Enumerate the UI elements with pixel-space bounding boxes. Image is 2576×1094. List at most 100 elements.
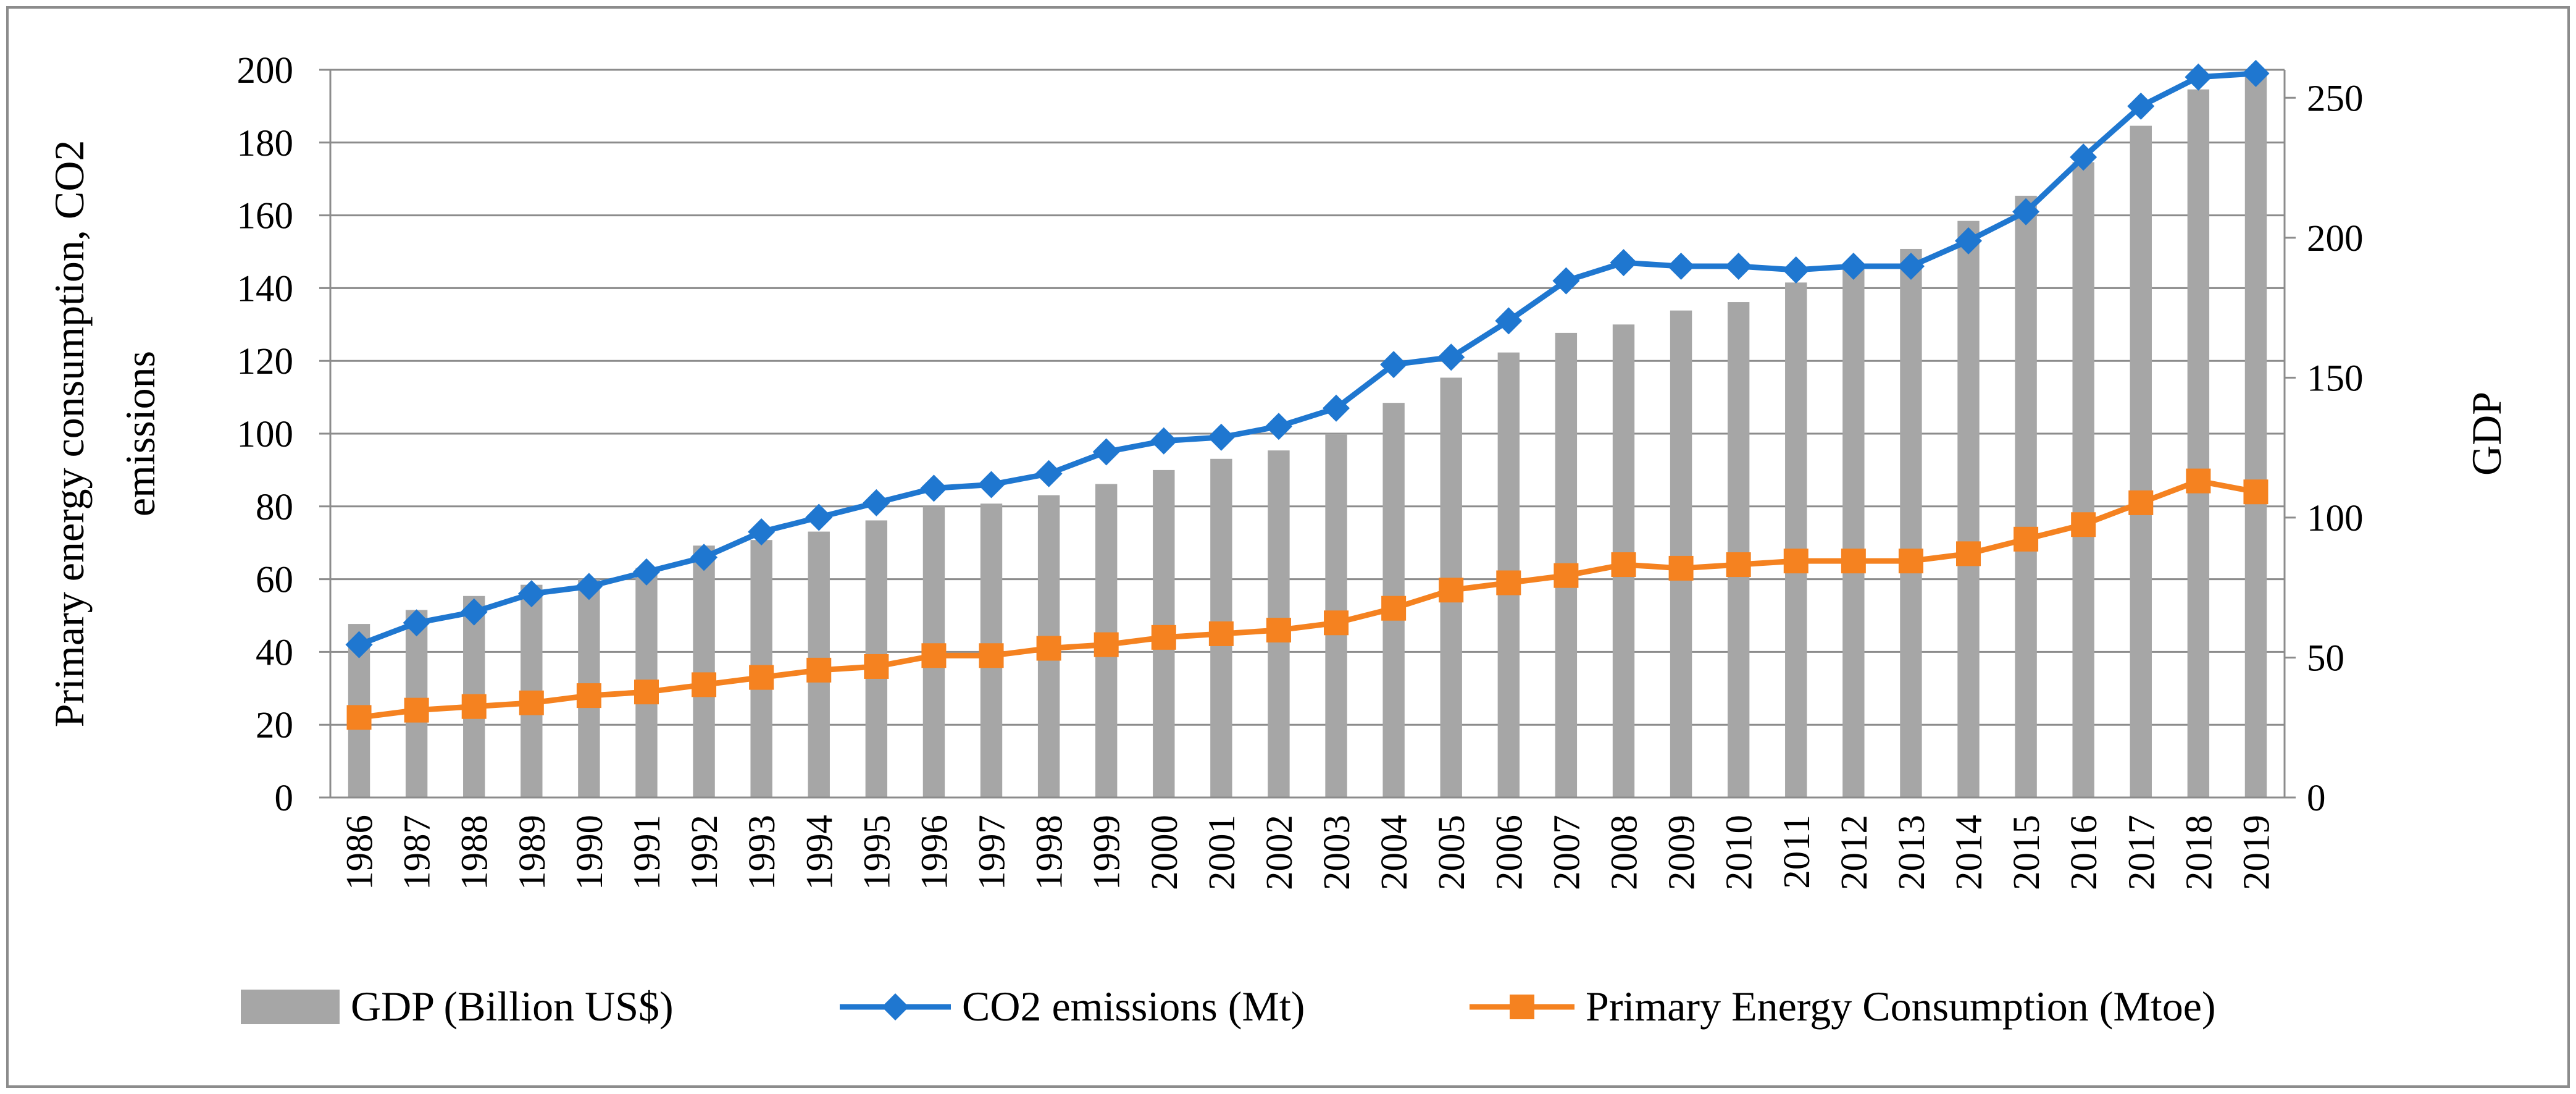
co2-point (1610, 249, 1637, 277)
energy-point (2128, 490, 2154, 515)
co2-point (2070, 143, 2097, 171)
co2-point (1265, 413, 1292, 440)
tick-labels: 0204060801001201401601802000501001502002… (237, 50, 2364, 890)
energy-point (1381, 595, 1407, 621)
co2-line (358, 70, 2256, 647)
x-tick-label: 2015 (2006, 815, 2047, 890)
gdp-bar (2187, 89, 2210, 798)
y-right-tick-label: 150 (2307, 358, 2364, 399)
x-tick-label: 2005 (1431, 815, 1473, 890)
y-right-tick-label: 50 (2307, 637, 2344, 679)
x-tick-label: 2003 (1316, 815, 1358, 890)
energy-point (1208, 621, 1234, 646)
x-tick-label: 1993 (742, 815, 783, 890)
x-tick-label: 2018 (2178, 815, 2220, 890)
gdp-bar (1957, 221, 1980, 798)
co2-point (1782, 256, 1810, 284)
gdp-bar (2072, 162, 2094, 797)
energy-point (2071, 512, 2096, 537)
x-tick-label: 2008 (1604, 815, 1645, 890)
energy-point (1496, 570, 1521, 595)
x-tick-label: 2009 (1662, 815, 1703, 890)
legend-co2-label: CO2 emissions (Mt) (962, 983, 1305, 1030)
energy-point (1324, 610, 1349, 636)
x-tick-label: 1995 (856, 815, 898, 890)
x-tick-label: 2011 (1776, 815, 1818, 889)
y-left-tick-label: 180 (237, 123, 294, 164)
x-tick-label: 1986 (340, 815, 381, 890)
x-tick-label: 1992 (684, 815, 726, 890)
co2-point (517, 580, 545, 608)
gdp-bar (1727, 302, 1750, 797)
co2-point (1839, 253, 1867, 280)
energy-point (1094, 632, 1119, 657)
energy-point (806, 657, 832, 683)
legend: GDP (Billion US$) CO2 emissions (Mt) Prima… (241, 983, 2216, 1030)
y-left-tick-label: 140 (237, 268, 294, 309)
energy-point (1956, 541, 1981, 566)
energy-point (404, 697, 429, 723)
energy-point (2186, 468, 2211, 494)
gdp-bar (2015, 195, 2037, 797)
x-tick-label: 1987 (397, 815, 438, 890)
co2-point (1667, 253, 1695, 280)
energy-point (1554, 563, 1579, 588)
energy-line (358, 478, 2257, 720)
gdp-bar (2130, 125, 2152, 798)
co2-point (863, 489, 890, 516)
y-left-tick-label: 200 (237, 50, 294, 91)
x-tick-label: 2010 (1719, 815, 1760, 890)
energy-point (1439, 578, 1464, 603)
y-left-tick-label: 160 (237, 196, 294, 237)
co2-point (345, 631, 373, 659)
y-left-tick-label: 0 (275, 778, 294, 819)
y-right-tick-label: 0 (2307, 778, 2326, 819)
legend-gdp-swatch (241, 990, 340, 1024)
x-tick-label: 2019 (2236, 815, 2277, 890)
gdp-bar (1900, 248, 1922, 797)
energy-point (1611, 552, 1636, 578)
co2-point (920, 474, 948, 502)
gdp-bar (1670, 310, 1692, 798)
energy-point (864, 654, 889, 679)
x-tick-label: 1997 (972, 815, 1013, 890)
energy-point (1898, 549, 1923, 574)
co2-point (1035, 460, 1063, 487)
legend-co2-marker (882, 993, 909, 1020)
energy-point (1783, 549, 1809, 574)
energy-point (519, 690, 544, 715)
co2-point (690, 544, 718, 571)
x-tick-label: 1991 (627, 815, 668, 890)
x-tick-label: 2017 (2121, 815, 2162, 890)
co2-point (1552, 267, 1580, 295)
gdp-bar (2244, 75, 2267, 798)
line-series (358, 70, 2257, 720)
x-tick-label: 2006 (1489, 815, 1530, 890)
gdp-bar (1842, 268, 1865, 798)
x-tick-label: 2013 (1891, 815, 1933, 890)
co2-point (1150, 427, 1177, 455)
energy-point (1841, 549, 1866, 574)
co2-point (2127, 92, 2155, 120)
co2-point (1207, 423, 1235, 451)
co2-point (460, 598, 488, 626)
y-right-tick-label: 250 (2307, 78, 2364, 119)
x-tick-label: 1998 (1029, 815, 1071, 890)
y-left-tick-label: 20 (256, 705, 293, 746)
co2-point (1955, 227, 1983, 255)
y-left-tick-label: 40 (256, 632, 293, 673)
energy-point (1726, 552, 1751, 578)
y-right-axis-title: GDP (2463, 392, 2510, 476)
energy-point (576, 683, 601, 709)
x-tick-label: 1994 (799, 815, 840, 890)
co2-point (1092, 438, 1120, 466)
co2-point (403, 609, 430, 637)
x-tick-label: 2004 (1374, 815, 1415, 890)
co2-point (1437, 343, 1465, 371)
energy-point (346, 705, 372, 730)
x-tick-label: 2000 (1144, 815, 1186, 890)
energy-point (634, 680, 659, 705)
energy-point (749, 665, 774, 690)
